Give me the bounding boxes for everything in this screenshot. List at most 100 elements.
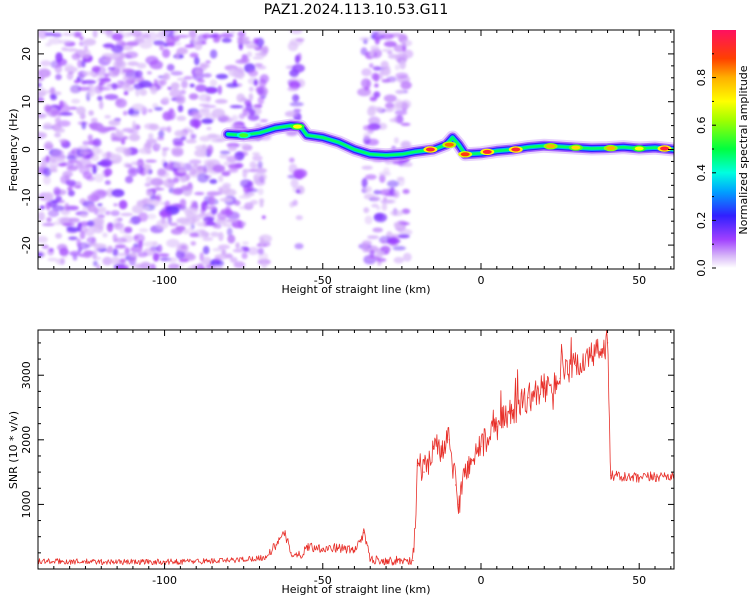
spectrogram-noise-blob: [150, 85, 158, 95]
colorbar-tick-label: 0.0: [695, 259, 708, 277]
spectrogram-noise-blob: [183, 76, 193, 80]
spectrogram-noise-blob: [400, 39, 413, 47]
spectrogram-noise-blob: [105, 30, 114, 38]
spectrogram-noise-blob: [136, 166, 144, 175]
spectrogram-noise-blob: [167, 257, 178, 263]
spectrogram-noise-blob: [369, 63, 374, 69]
spectrogram-noise-blob: [253, 38, 259, 45]
spectrogram-noise-blob: [374, 35, 380, 45]
spectrogram-noise-blob: [158, 30, 169, 37]
snr-point: [458, 503, 460, 505]
spectrogram-noise-blob: [74, 185, 82, 189]
spectrogram-noise-blob: [93, 256, 102, 261]
spectrogram-noise-blob: [236, 93, 246, 103]
spectrogram-noise-blob: [86, 236, 96, 244]
spectrogram-noise-blob: [225, 219, 238, 223]
spectrogram-noise-blob: [190, 241, 197, 246]
spectrogram-noise-blob: [90, 117, 98, 124]
spectrogram-noise-blob: [114, 244, 127, 249]
spectrogram-noise-blob: [153, 78, 158, 88]
snr-point: [480, 445, 482, 447]
spectrogram-noise-blob: [248, 69, 259, 77]
spectrogram-noise-blob: [391, 233, 400, 238]
spectrogram-noise-blob: [61, 101, 67, 106]
spectrogram-noise-blob: [151, 187, 165, 191]
spectrogram-noise-blob: [287, 41, 299, 52]
spectrogram-noise-blob: [39, 205, 45, 210]
spectrogram-noise-blob: [57, 120, 71, 127]
spectrogram-noise-blob: [381, 202, 388, 211]
y-tick-label: 0: [20, 146, 33, 153]
spectrogram-noise-blob: [78, 166, 90, 175]
spectrogram-noise-blob: [175, 94, 186, 105]
spectrogram-noise-blob: [205, 221, 216, 226]
snr-point: [227, 560, 229, 562]
snr-point: [654, 476, 656, 478]
spectrogram-noise-blob: [65, 179, 77, 187]
spectrogram-noise-blob: [55, 67, 63, 72]
spectrogram-noise-blob: [113, 222, 125, 230]
spectrogram-noise-blob: [78, 41, 85, 47]
spectrogram-x-axis-label: Height of straight line (km): [281, 283, 430, 296]
snr-point: [591, 355, 593, 357]
spectrogram-noise-blob: [38, 211, 46, 222]
spectrogram-noise-blob: [380, 60, 389, 69]
spectrogram-noise-blob: [242, 241, 249, 245]
spectrogram-noise-blob: [55, 74, 62, 81]
spectrogram-noise-blob: [115, 98, 127, 108]
spectrogram-noise-blob: [108, 68, 120, 78]
spectrogram-noise-blob: [69, 250, 81, 257]
spectrogram-noise-blob: [247, 246, 260, 256]
spectrogram-noise-blob: [147, 108, 153, 113]
spectrogram-noise-blob: [166, 125, 172, 133]
spectrogram-noise-blob: [219, 150, 231, 155]
spectrogram-noise-blob: [49, 87, 56, 94]
spectrogram-noise-blob: [172, 177, 180, 184]
noise-blobs: [38, 30, 414, 269]
spectrogram-noise-blob: [392, 190, 400, 199]
spectrogram-noise-blob: [389, 118, 400, 123]
spectrogram-noise-blob: [233, 261, 246, 269]
spectrogram-noise-blob: [152, 252, 160, 262]
spectrogram-noise-blob: [370, 107, 383, 111]
spectrogram-noise-blob: [257, 160, 263, 169]
spectrogram-noise-blob: [92, 30, 98, 38]
spectrogram-noise-blob: [373, 91, 381, 98]
spectrogram-noise-blob: [92, 165, 97, 175]
spectrogram-noise-blob: [69, 106, 78, 110]
spectrogram-noise-blob: [195, 84, 207, 92]
spectrogram-noise-blob: [206, 191, 221, 197]
spectrogram-noise-blob: [171, 147, 184, 155]
spectrogram-noise-blob: [176, 34, 189, 38]
spectrogram-noise-blob: [175, 225, 186, 231]
spectrogram-noise-blob: [144, 182, 151, 187]
spectrogram-noise-blob: [162, 96, 170, 102]
spectrogram-noise-blob: [115, 57, 124, 67]
spectrogram-noise-blob: [81, 49, 91, 59]
spectrogram-noise-blob: [293, 168, 308, 179]
spectrogram-noise-blob: [367, 235, 379, 240]
snr-point: [300, 555, 302, 557]
spectrogram-noise-blob: [122, 127, 135, 133]
y-tick-label: 1000: [20, 490, 33, 518]
spectrogram-noise-blob: [363, 207, 370, 214]
spectrogram-noise-blob: [44, 141, 53, 147]
spectrogram-noise-blob: [128, 107, 134, 116]
spectrogram-noise-blob: [389, 107, 394, 112]
spectrogram-noise-blob: [363, 132, 371, 140]
spectrogram-noise-blob: [162, 179, 169, 187]
spectrogram-noise-blob: [104, 56, 113, 62]
spectrogram-noise-blob: [135, 87, 140, 97]
colorbar-tick-label: 0.2: [695, 212, 708, 230]
spectrogram-noise-blob: [130, 245, 143, 253]
spectrogram-noise-blob: [40, 60, 52, 67]
spectrogram-noise-blob: [168, 110, 176, 120]
spectrogram-noise-blob: [366, 255, 380, 260]
spectrogram-hotspot: [444, 142, 454, 147]
spectrogram-noise-blob: [229, 257, 238, 263]
snr-point: [290, 552, 292, 554]
spectrogram-noise-blob: [42, 222, 55, 227]
spectrogram-hotspot: [482, 149, 492, 154]
spectrogram-noise-blob: [170, 82, 180, 90]
spectrogram-noise-blob: [254, 52, 265, 56]
